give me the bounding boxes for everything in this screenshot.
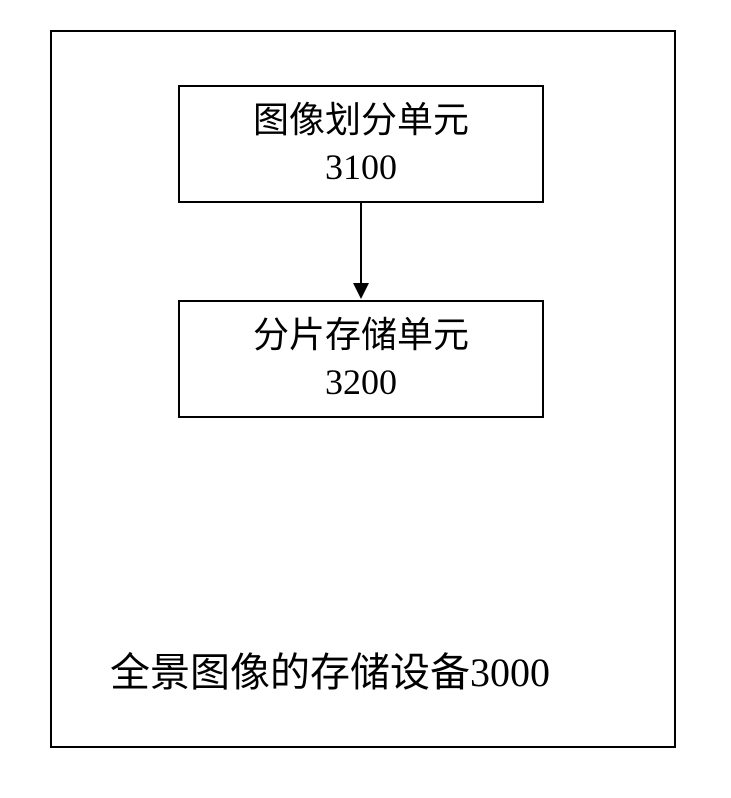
arrow-line — [360, 203, 362, 283]
arrow-head-icon — [353, 283, 369, 299]
node-label: 图像划分单元 — [253, 97, 469, 144]
node-number: 3200 — [325, 359, 397, 406]
diagram-node: 图像划分单元3100 — [178, 85, 544, 203]
diagram-node: 分片存储单元3200 — [178, 300, 544, 418]
diagram-caption: 全景图像的存储设备3000 — [110, 640, 550, 698]
node-label: 分片存储单元 — [253, 312, 469, 359]
node-number: 3100 — [325, 144, 397, 191]
